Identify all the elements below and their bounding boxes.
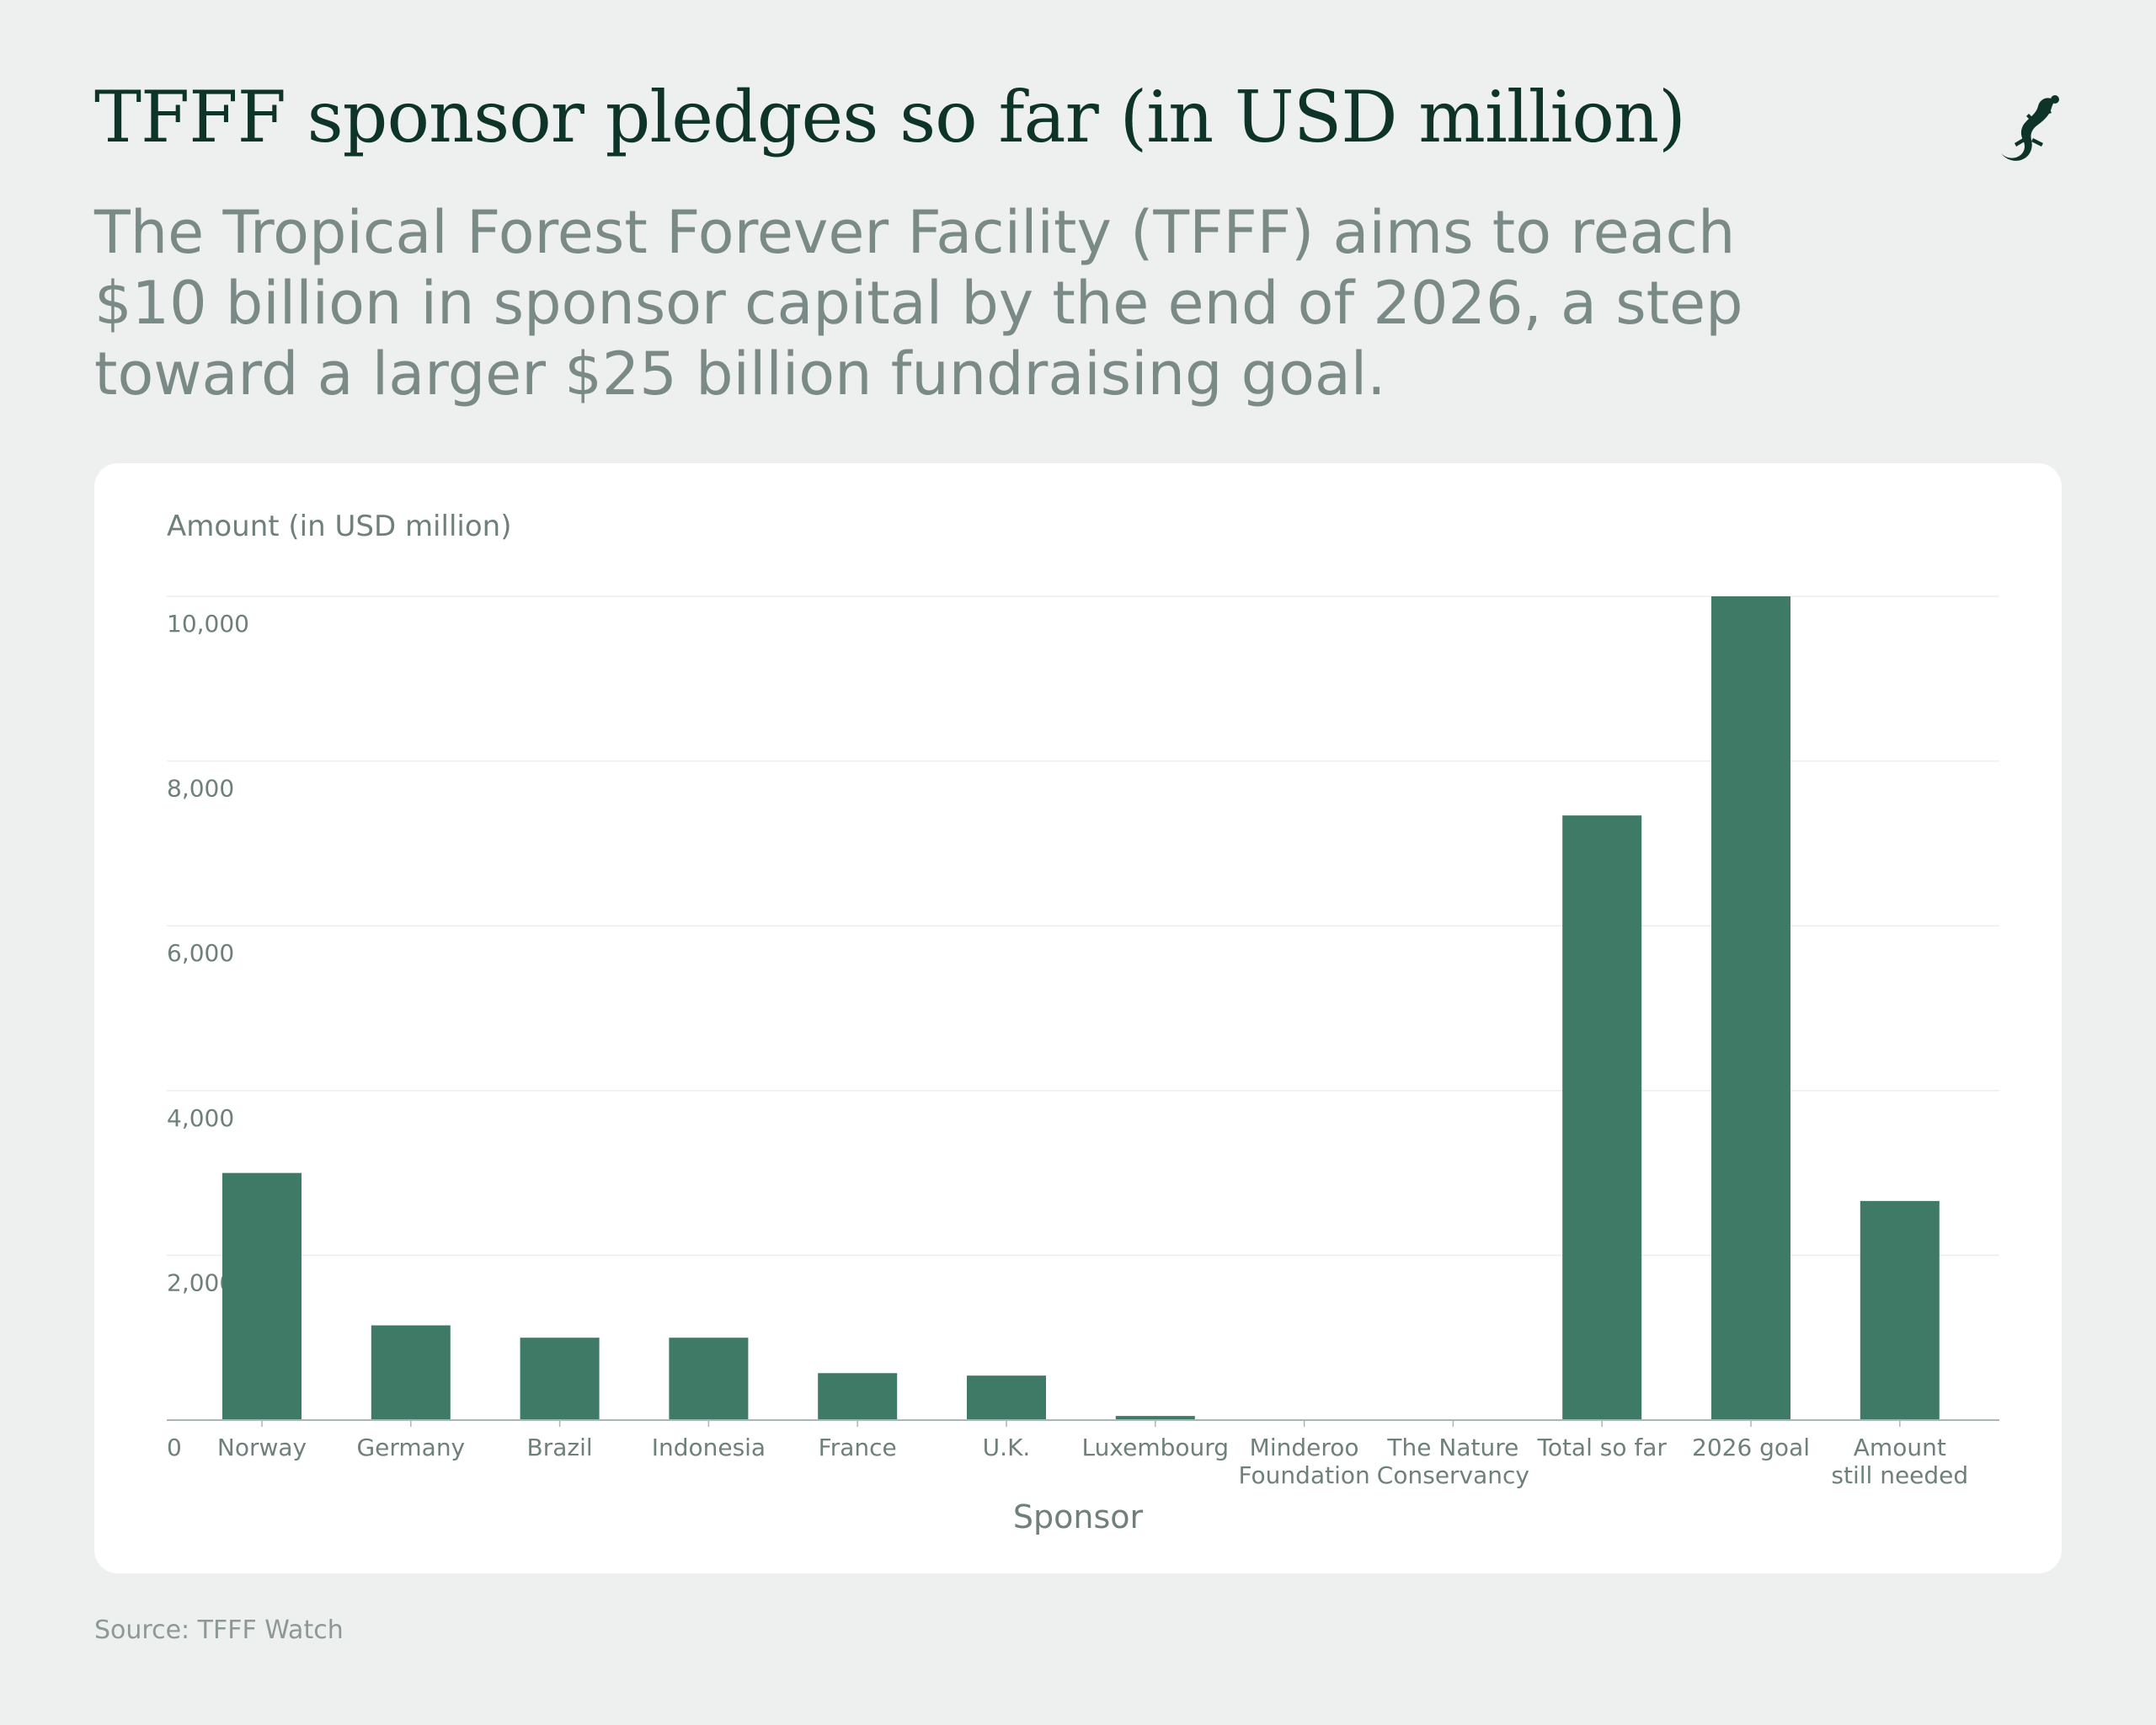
bar-norway (222, 1172, 302, 1420)
y-tick-label: 8,000 (167, 775, 234, 803)
bar-luxembourg (1115, 1416, 1195, 1420)
y-tick-label: 0 (167, 1434, 182, 1461)
grid-lines (167, 595, 1999, 1257)
bar-2026-goal (1711, 596, 1790, 1420)
chart-card: Amount (in USD million) 0 2,000 4,000 6,000… (94, 463, 2062, 1573)
page-title: TFFF sponsor pledges so far (in USD mill… (94, 76, 1686, 158)
category-label: Norway (217, 1434, 307, 1461)
bar-germany (371, 1325, 451, 1420)
category-label: Indonesia (652, 1434, 766, 1461)
category-label: Total so far (1536, 1434, 1667, 1461)
category-label: France (819, 1434, 897, 1461)
x-tick-marks (261, 1420, 1901, 1427)
category-label: Minderoo Foundation (1238, 1434, 1369, 1489)
category-labels: Norway Germany Brazil Indonesia France U.K. Lu… (217, 1434, 1968, 1489)
y-tick-label: 10,000 (167, 610, 249, 638)
bar-u-k- (967, 1375, 1046, 1420)
page-subtitle: The Tropical Forest Forever Facility (TF… (94, 198, 1743, 409)
source-note: Source: TFFF Watch (94, 1616, 344, 1645)
category-label: Luxembourg (1082, 1434, 1230, 1461)
bar-brazil (520, 1338, 600, 1420)
bar-amount-still-needed (1860, 1200, 1940, 1420)
x-axis-label: Sponsor (1013, 1498, 1144, 1535)
gecko-icon (2001, 95, 2059, 161)
category-label: Germany (356, 1434, 465, 1461)
y-tick-label: 6,000 (167, 939, 234, 967)
bar-total-so-far (1562, 815, 1642, 1420)
y-axis-label: Amount (in USD million) (167, 510, 511, 543)
category-label: U.K. (983, 1434, 1031, 1461)
bar-chart: Amount (in USD million) 02,0004,0006,000… (167, 510, 1999, 1535)
category-label: The Nature Conservancy (1377, 1434, 1529, 1489)
category-label: Brazil (527, 1434, 593, 1461)
y-tick-label: 4,000 (167, 1104, 234, 1132)
category-label: Amount still needed (1831, 1434, 1968, 1489)
bar-indonesia (669, 1338, 749, 1420)
bars (222, 596, 1940, 1421)
category-label: 2026 goal (1692, 1434, 1810, 1461)
bar-france (818, 1373, 898, 1420)
